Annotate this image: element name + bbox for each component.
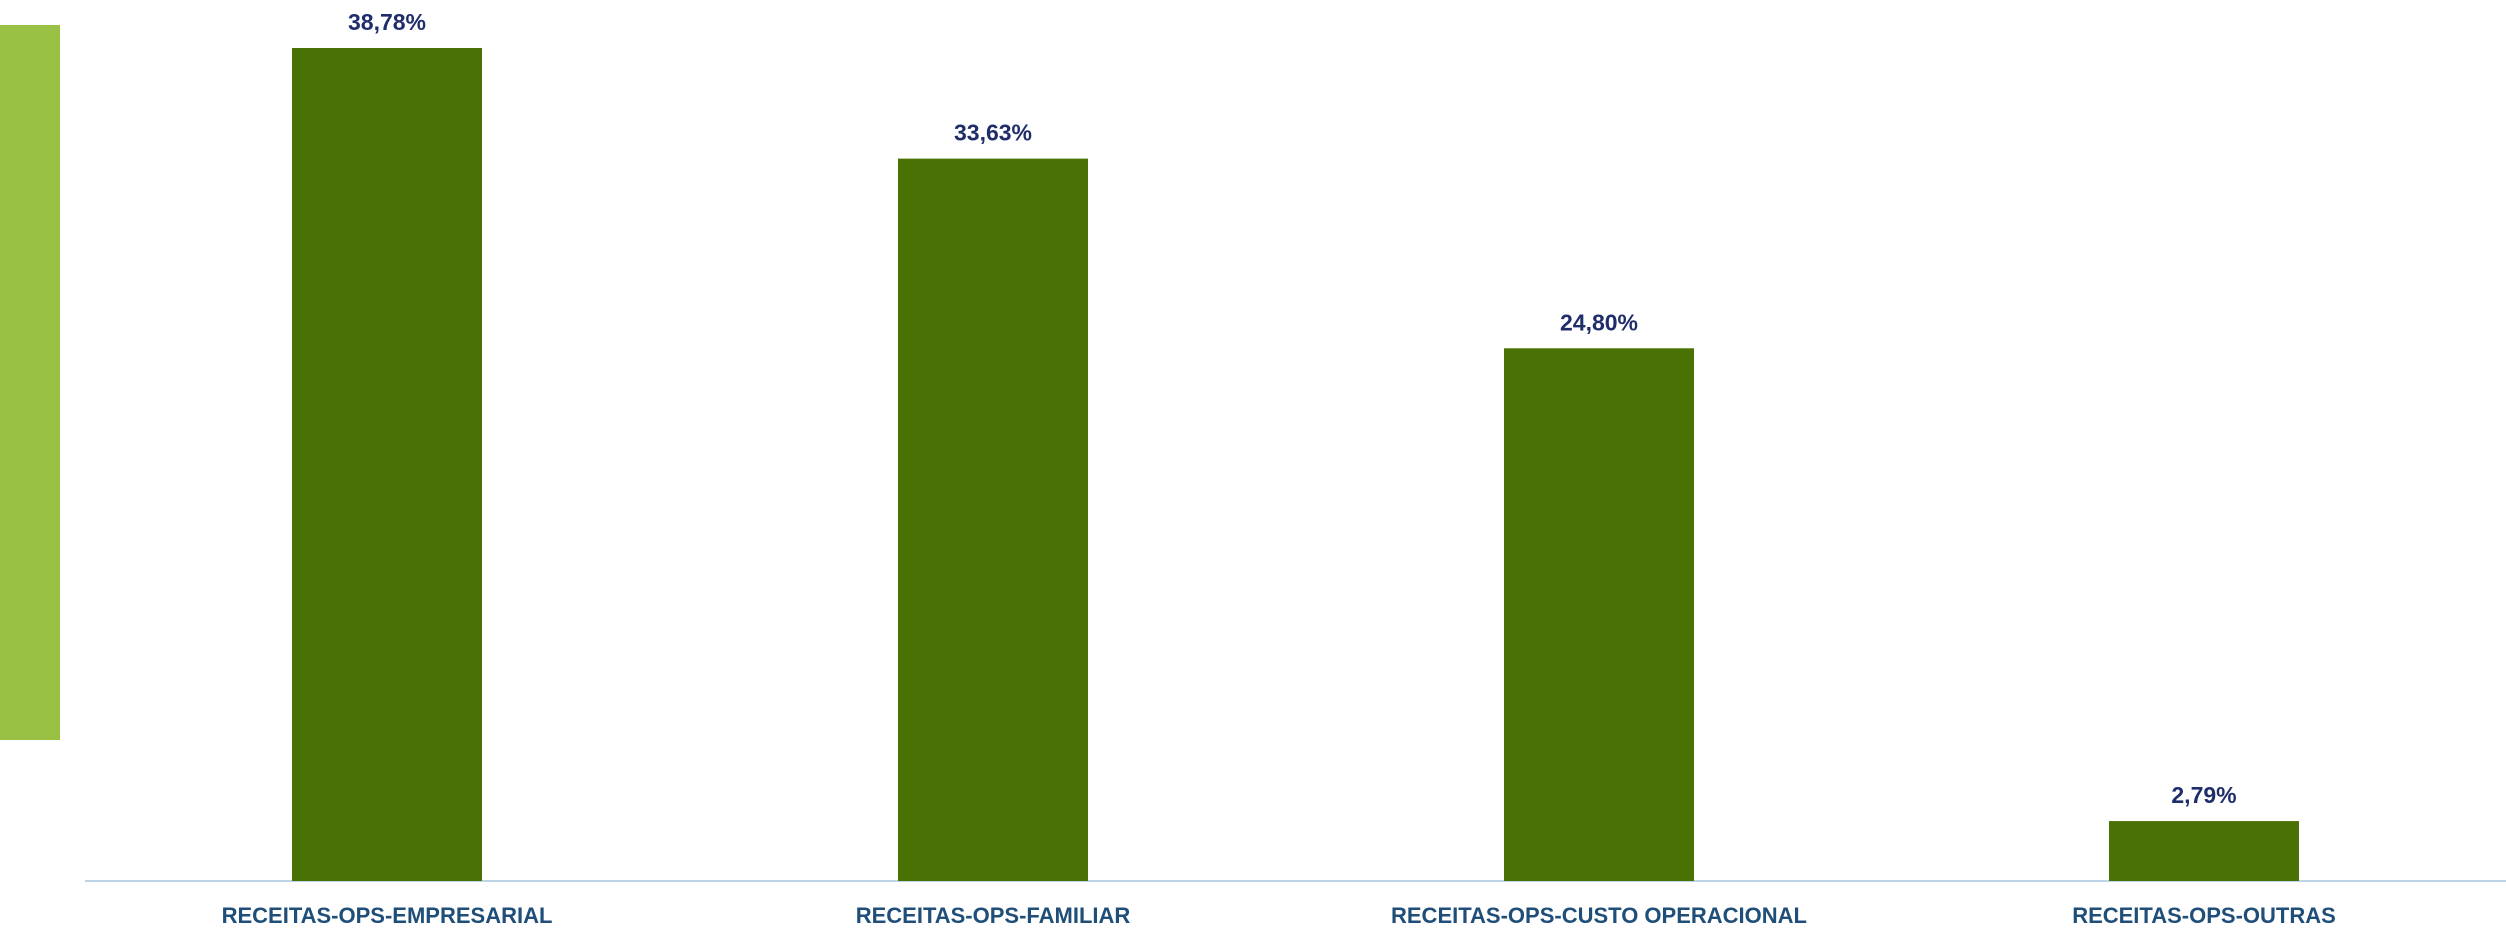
bar [2109,821,2299,881]
category-label: RECEITAS-OPS-FAMILIAR [856,903,1131,928]
side-accent-bar [0,25,60,740]
value-labels-group: 38,78% 33,63% 24,80% 2,79% [348,9,2237,808]
bar-value-label: 2,79% [2171,782,2236,808]
category-label: RECEITAS-OPS-CUSTO OPERACIONAL [1391,903,1807,928]
category-label: RECEITAS-OPS-EMPRESARIAL [222,903,553,928]
bar-value-label: 38,78% [348,9,426,35]
bar-value-label: 24,80% [1560,309,1638,335]
bar [898,158,1088,881]
bars-group [292,48,2299,881]
category-label: RECEITAS-OPS-OUTRAS [2072,903,2336,928]
bar [292,48,482,881]
bar-value-label: 33,63% [954,120,1032,146]
category-labels-group: RECEITAS-OPS-EMPRESARIAL RECEITAS-OPS-FAM… [222,903,2336,928]
bar [1504,348,1694,881]
